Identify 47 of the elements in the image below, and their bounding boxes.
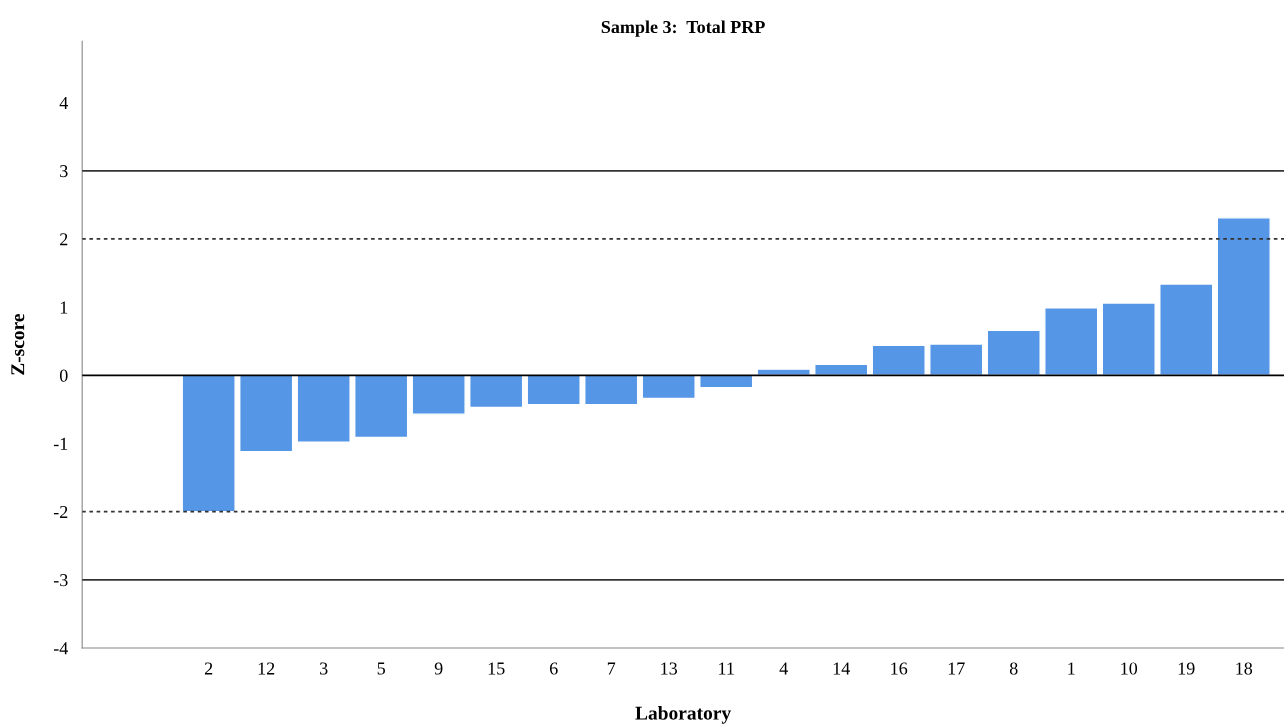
x-tick-label: 3 <box>320 662 328 675</box>
x-tick-label: 6 <box>549 662 558 675</box>
bar <box>929 343 984 376</box>
x-tick-label: 18 <box>1236 662 1253 675</box>
bar <box>871 344 926 376</box>
y-tick-label: 4 <box>59 97 69 109</box>
bar <box>469 374 524 409</box>
chart-title: Sample 3: Total PRP <box>601 20 765 37</box>
x-tick-label: 4 <box>779 662 788 675</box>
x-tick-label: 9 <box>434 662 443 675</box>
bar <box>1044 307 1099 376</box>
y-tick-label: -3 <box>53 574 68 587</box>
y-tick-label: 0 <box>59 369 68 382</box>
x-tick-label: 12 <box>258 662 275 675</box>
bar <box>526 374 581 406</box>
y-axis-title: Z-score <box>11 313 25 375</box>
bar <box>181 374 236 513</box>
bar <box>296 374 351 443</box>
x-axis-title: Laboratory <box>635 706 731 724</box>
x-tick-label: 2 <box>204 662 213 675</box>
x-tick-label: 13 <box>661 662 678 675</box>
y-tick-label: -1 <box>53 437 68 450</box>
y-tick-label: 1 <box>60 301 68 314</box>
x-tick-label: 14 <box>833 662 850 675</box>
x-tick-label: 19 <box>1178 662 1195 675</box>
y-tick-label: 2 <box>60 233 68 246</box>
x-tick-label: 10 <box>1121 662 1138 675</box>
bar <box>1216 217 1271 376</box>
y-tick-label: -4 <box>53 642 69 655</box>
bar <box>986 329 1041 376</box>
bar <box>1101 302 1156 376</box>
x-tick-label: 11 <box>719 662 734 675</box>
bar <box>354 374 409 439</box>
x-tick-label: 7 <box>607 662 616 675</box>
y-tick-label: 3 <box>60 165 68 178</box>
x-tick-label: 15 <box>488 662 505 675</box>
x-tick-label: 8 <box>1009 662 1018 675</box>
bar <box>641 374 696 400</box>
bar <box>239 374 294 453</box>
bar <box>411 374 466 415</box>
bar <box>584 374 639 406</box>
bar <box>1159 283 1214 376</box>
x-tick-label: 17 <box>948 662 965 675</box>
y-tick-label: -2 <box>53 505 68 518</box>
x-tick-label: 5 <box>377 662 385 675</box>
x-tick-label: 1 <box>1068 662 1075 675</box>
x-tick-label: 16 <box>891 662 908 675</box>
